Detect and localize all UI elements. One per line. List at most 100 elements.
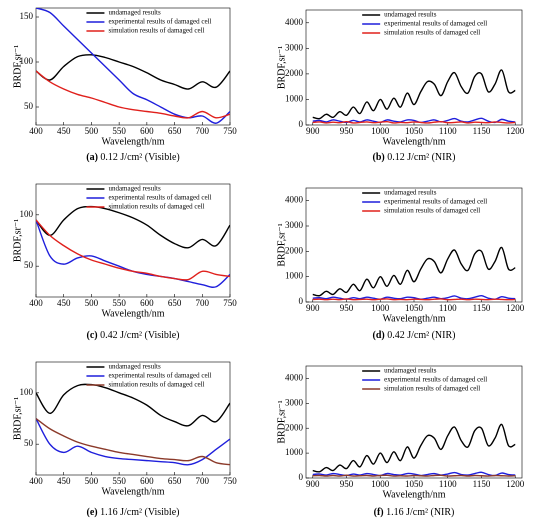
y-tick-label: 1000 xyxy=(285,271,304,281)
caption-label: (c) xyxy=(87,330,98,341)
x-tick-label: 600 xyxy=(140,298,154,308)
y-tick-label: 100 xyxy=(20,209,34,219)
data-line xyxy=(36,54,230,90)
y-axis-label: BRDF,sr⁻¹ xyxy=(276,46,287,89)
legend-label: experimental results of damaged cell xyxy=(108,18,211,26)
x-tick-label: 900 xyxy=(306,126,320,136)
x-tick-label: 750 xyxy=(223,298,237,308)
x-tick-label: 1100 xyxy=(439,303,457,313)
data-line xyxy=(312,69,516,120)
caption-label: (f) xyxy=(374,507,384,518)
x-tick-label: 500 xyxy=(85,476,99,486)
y-tick-label: 1000 xyxy=(285,447,304,457)
x-tick-label: 750 xyxy=(223,476,237,486)
y-tick-label: 2000 xyxy=(285,245,304,255)
y-tick-label: 0 xyxy=(299,119,304,129)
x-tick-label: 1200 xyxy=(506,303,525,313)
x-axis-label: Wavelength/nm xyxy=(382,136,445,147)
caption-label: (a) xyxy=(86,152,98,163)
chart-panel: 900 950 1000 1050 1100 1150 1200 0 1000 2000 3000 4… xyxy=(276,9,525,163)
y-tick-label: 4000 xyxy=(285,195,304,205)
legend-label: experimental results of damaged cell xyxy=(108,372,211,380)
x-tick-label: 1050 xyxy=(405,303,424,313)
caption: (a) 0.12 J/cm² (Visible) xyxy=(86,152,180,163)
data-line xyxy=(36,219,230,288)
x-axis-label: Wavelength/nm xyxy=(101,308,164,319)
x-tick-label: 700 xyxy=(196,298,210,308)
data-line xyxy=(36,8,230,124)
legend-label: experimental results of damaged cell xyxy=(384,198,487,206)
x-tick-label: 500 xyxy=(85,126,99,136)
x-tick-label: 1000 xyxy=(371,303,390,313)
x-tick-label: 900 xyxy=(306,303,320,313)
data-line xyxy=(312,120,516,124)
y-tick-label: 100 xyxy=(20,387,34,397)
caption: (c) 0.42 J/cm² (Visible) xyxy=(87,330,180,341)
data-line xyxy=(312,117,516,124)
y-axis-label: BRDF,sr⁻¹ xyxy=(276,223,287,266)
legend-label: simulation results of damaged cell xyxy=(108,203,204,211)
caption-text: 0.12 J/cm² (Visible) xyxy=(98,152,180,163)
x-tick-label: 1050 xyxy=(405,126,424,136)
x-tick-label: 450 xyxy=(57,126,71,136)
data-line xyxy=(36,219,230,281)
data-line xyxy=(312,474,516,477)
legend-label: simulation results of damaged cell xyxy=(384,207,480,215)
x-tick-label: 1150 xyxy=(473,479,491,489)
y-tick-label: 2000 xyxy=(285,422,304,432)
x-tick-label: 1200 xyxy=(506,126,525,136)
x-tick-label: 650 xyxy=(168,126,182,136)
x-tick-label: 400 xyxy=(29,126,43,136)
caption-label: (b) xyxy=(372,152,384,163)
y-tick-label: 4000 xyxy=(285,17,304,27)
y-tick-label: 50 xyxy=(24,101,34,111)
caption-text: 0.12 J/cm² (NIR) xyxy=(385,152,456,163)
legend-label: simulation results of damaged cell xyxy=(108,381,204,389)
chart-panel: 900 950 1000 1050 1100 1150 1200 0 1000 2000 3000 4… xyxy=(276,365,525,518)
caption: (d) 0.42 J/cm² (NIR) xyxy=(372,330,455,341)
data-line xyxy=(36,205,230,249)
y-tick-label: 0 xyxy=(299,296,304,306)
data-line xyxy=(312,246,516,297)
y-tick-label: 100 xyxy=(20,56,34,66)
legend-label: experimental results of damaged cell xyxy=(384,376,487,384)
caption-text: 1.16 J/cm² (Visible) xyxy=(98,507,180,518)
legend-label: undamaged results xyxy=(384,11,437,19)
x-tick-label: 1000 xyxy=(371,479,390,489)
x-tick-label: 1050 xyxy=(405,479,424,489)
y-tick-label: 50 xyxy=(24,260,34,270)
data-line xyxy=(36,418,230,466)
caption: (f) 1.16 J/cm² (NIR) xyxy=(374,507,455,518)
legend-label: experimental results of damaged cell xyxy=(108,194,211,202)
y-axis-label: BRDF,sr⁻¹ xyxy=(12,219,23,262)
y-tick-label: 50 xyxy=(24,438,34,448)
x-tick-label: 700 xyxy=(196,126,210,136)
plot-frame xyxy=(35,183,231,298)
x-tick-label: 550 xyxy=(112,126,126,136)
x-tick-label: 950 xyxy=(340,126,354,136)
legend-label: undamaged results xyxy=(108,363,161,371)
x-tick-label: 550 xyxy=(112,298,126,308)
legend-label: simulation results of damaged cell xyxy=(384,385,480,393)
x-axis-label: Wavelength/nm xyxy=(382,489,445,500)
y-tick-label: 150 xyxy=(20,11,34,21)
data-line xyxy=(36,383,230,427)
chart-panel: 400 450 500 550 600 650 700 750 50 100 Wavelength/… xyxy=(12,183,237,341)
x-tick-label: 1200 xyxy=(506,479,525,489)
chart-panel: 900 950 1000 1050 1100 1150 1200 0 1000 2000 3000 4… xyxy=(276,187,525,341)
x-tick-label: 550 xyxy=(112,476,126,486)
x-tick-label: 750 xyxy=(223,126,237,136)
x-axis-label: Wavelength/nm xyxy=(101,136,164,147)
y-axis-label: BRDF,sr⁻¹ xyxy=(12,397,23,440)
legend-label: experimental results of damaged cell xyxy=(384,20,487,28)
caption-text: 0.42 J/cm² (NIR) xyxy=(385,330,456,341)
x-tick-label: 500 xyxy=(85,298,99,308)
x-tick-label: 600 xyxy=(140,126,154,136)
legend-label: simulation results of damaged cell xyxy=(384,29,480,37)
chart-panel: 400 450 500 550 600 650 700 750 50 100 150 Waveleng… xyxy=(12,7,237,163)
y-tick-label: 1000 xyxy=(285,94,304,104)
x-axis-label: Wavelength/nm xyxy=(382,313,445,324)
x-tick-label: 1150 xyxy=(473,303,491,313)
legend-label: undamaged results xyxy=(108,185,161,193)
